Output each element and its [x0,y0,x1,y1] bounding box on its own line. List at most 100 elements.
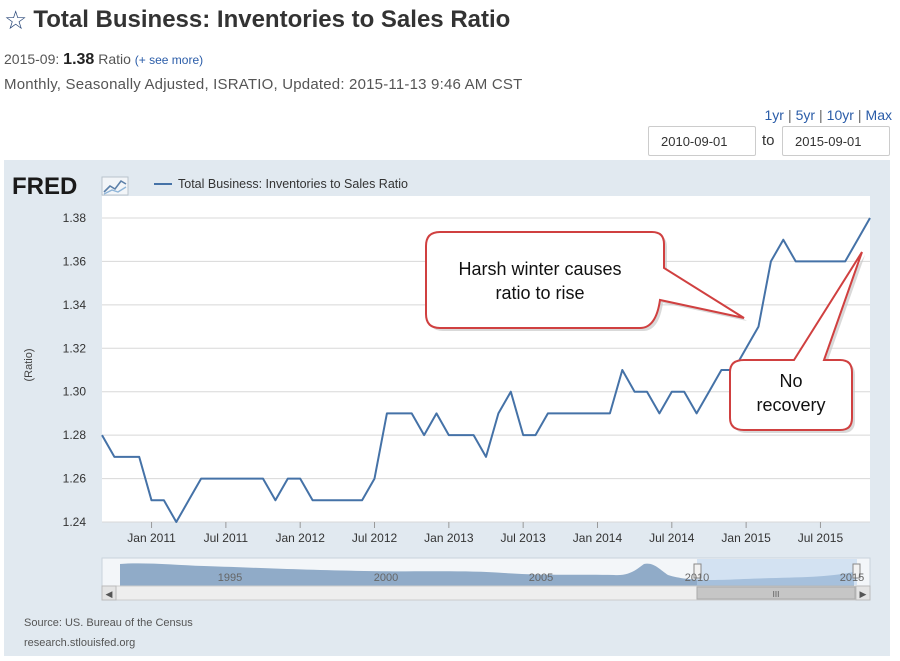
data-point[interactable] [607,411,612,416]
data-point[interactable] [211,476,216,481]
data-point[interactable] [521,433,526,438]
callout-harsh-winter: Harsh winter causes ratio to rise [425,231,747,331]
data-point[interactable] [384,411,389,416]
data-point[interactable] [446,433,451,438]
data-point[interactable] [484,454,489,459]
data-point[interactable] [322,498,327,503]
data-point[interactable] [496,411,501,416]
data-point[interactable] [620,368,625,373]
data-point[interactable] [719,368,724,373]
data-point[interactable] [558,411,563,416]
data-point[interactable] [434,411,439,416]
data-point[interactable] [372,476,377,481]
scroll-right-button[interactable] [855,585,871,601]
data-point[interactable] [533,433,538,438]
data-point[interactable] [124,454,129,459]
data-point[interactable] [397,411,402,416]
data-point[interactable] [744,346,749,351]
data-point[interactable] [818,259,823,264]
data-point[interactable] [174,520,179,525]
to-date-input[interactable] [782,126,890,156]
caret-left-icon: ◀ [106,589,113,599]
data-point[interactable] [595,411,600,416]
chart-panel: FRED Total Business: Inventories to Sale… [4,160,890,656]
data-point[interactable] [298,476,303,481]
fred-logo-text: FRED [12,173,77,200]
data-point[interactable] [459,433,464,438]
range-navigator[interactable]: 1995 2000 2005 2010 2015 [101,557,871,587]
data-point[interactable] [632,389,637,394]
data-point[interactable] [855,237,860,242]
data-point[interactable] [471,433,476,438]
data-point[interactable] [868,216,873,221]
data-point[interactable] [137,454,142,459]
data-point[interactable] [781,237,786,242]
from-date-input[interactable] [648,126,756,156]
data-point[interactable] [199,476,204,481]
data-point[interactable] [310,498,315,503]
data-point[interactable] [347,498,352,503]
data-point[interactable] [843,259,848,264]
star-outline-icon[interactable]: ☆ [4,5,28,35]
data-point[interactable] [285,476,290,481]
title-row: ☆ Total Business: Inventories to Sales R… [4,2,510,38]
data-point[interactable] [806,259,811,264]
data-point[interactable] [508,389,513,394]
data-point[interactable] [409,411,414,416]
y-axis-ticks: 1.24 1.26 1.28 1.30 1.32 1.34 1.36 1.38 [63,211,87,529]
data-point[interactable] [694,411,699,416]
x-tick-label: Jul 2012 [352,531,398,545]
data-point[interactable] [657,411,662,416]
data-point[interactable] [149,498,154,503]
navigator-left-handle[interactable] [693,563,702,579]
range-5yr-link[interactable]: 5yr [795,107,816,123]
range-max-link[interactable]: Max [865,107,892,123]
data-point[interactable] [161,498,166,503]
data-point[interactable] [112,454,117,459]
data-point[interactable] [570,411,575,416]
x-tick-label: Jan 2011 [127,531,176,545]
range-1yr-link[interactable]: 1yr [764,107,784,123]
data-point[interactable] [669,389,674,394]
y-tick-label: 1.32 [63,341,87,355]
data-point[interactable] [186,498,191,503]
data-point[interactable] [335,498,340,503]
navigator-selection[interactable] [697,559,857,585]
data-point[interactable] [360,498,365,503]
x-tick-label: Jul 2015 [798,531,844,545]
series-meta: Monthly, Seasonally Adjusted, ISRATIO, U… [4,76,523,93]
data-point[interactable] [830,259,835,264]
scroll-thumb[interactable] [696,586,856,600]
data-point[interactable] [793,259,798,264]
data-point[interactable] [682,389,687,394]
data-point[interactable] [236,476,241,481]
see-more-link[interactable]: (+ see more) [134,53,204,67]
data-point[interactable] [583,411,588,416]
navigator-right-handle[interactable] [852,563,861,579]
data-point[interactable] [706,389,711,394]
data-point[interactable] [422,433,427,438]
range-10yr-link[interactable]: 10yr [826,107,854,123]
page-title: Total Business: Inventories to Sales Rat… [33,6,511,33]
chart-source: Source: US. Bureau of the Census [24,617,193,629]
data-point[interactable] [756,324,761,329]
chart-scrollbar[interactable]: ◀ III ▶ [101,585,871,601]
data-point[interactable] [223,476,228,481]
data-point[interactable] [645,389,650,394]
legend-label[interactable]: Total Business: Inventories to Sales Rat… [178,177,408,191]
data-point[interactable] [100,433,105,438]
y-tick-label: 1.28 [63,428,87,442]
scroll-left-button[interactable] [101,585,117,601]
x-axis-ticks: Jan 2011 Jul 2011 Jan 2012 Jul 2012 Jan 2013… [127,522,843,545]
data-point[interactable] [248,476,253,481]
latest-date: 2015-09: [4,51,60,67]
x-tick-label: Jul 2011 [204,531,249,545]
data-point[interactable] [545,411,550,416]
y-tick-label: 1.34 [63,298,87,312]
chart-site[interactable]: research.stlouisfed.org [24,637,135,649]
data-point[interactable] [768,259,773,264]
series-line[interactable] [101,217,871,523]
data-point[interactable] [273,498,278,503]
latest-units: Ratio [98,51,131,67]
data-point[interactable] [261,476,266,481]
